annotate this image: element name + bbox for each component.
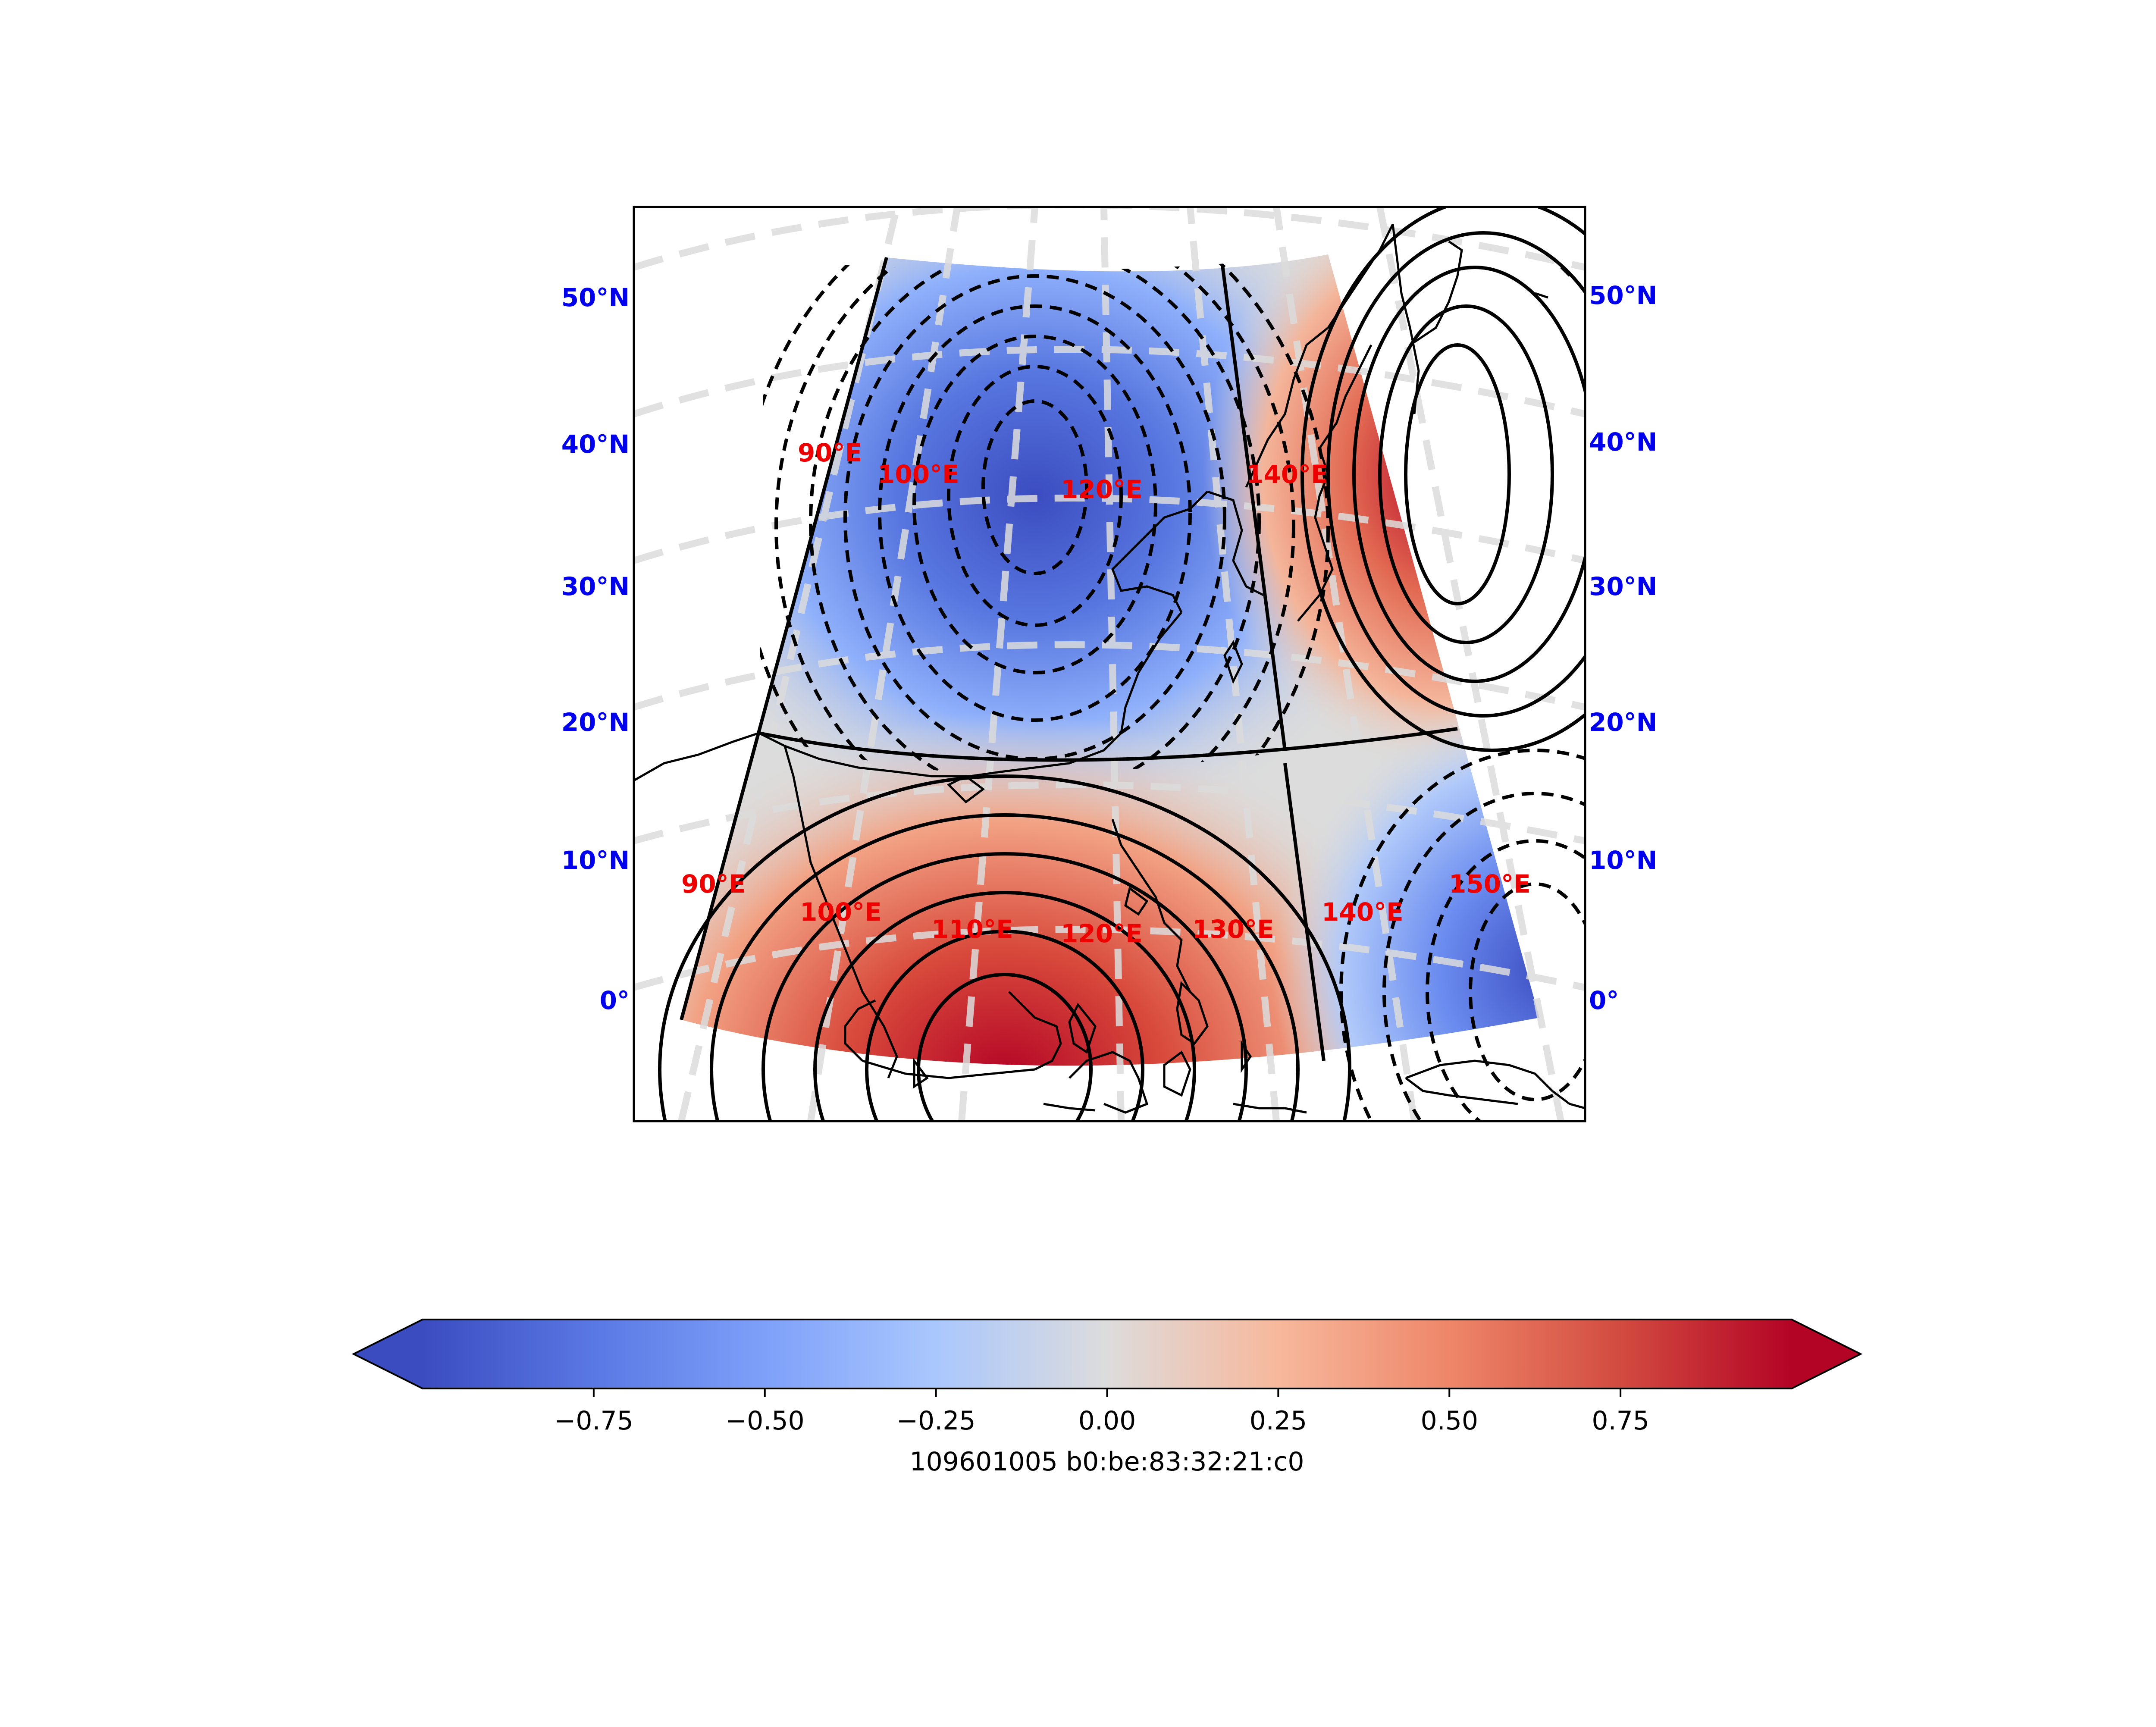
lon-label-upper-140: 140°E — [1246, 460, 1328, 489]
colorbar-tick-label: −0.75 — [554, 1406, 633, 1436]
lon-label-upper-120: 120°E — [1061, 475, 1143, 504]
lat-label-right-50: 50°N — [1589, 281, 1657, 310]
colorbar-tick-label: −0.25 — [896, 1406, 976, 1436]
lon-label-upper-100: 100°E — [877, 460, 959, 489]
contour-lines — [658, 207, 1585, 1121]
map-plot-area — [634, 207, 1585, 1121]
lon-label-lower-100: 100°E — [800, 897, 882, 927]
lat-label-right-40: 40°N — [1589, 427, 1657, 457]
lon-label-lower-140: 140°E — [1322, 897, 1404, 927]
shaded-field — [681, 254, 1539, 1066]
colorbar-outline — [351, 1319, 1863, 1389]
axes-frame — [633, 206, 1586, 1122]
positive-contours-south — [658, 774, 1351, 1121]
lat-label-left-40: 40°N — [561, 429, 630, 459]
zero-contours — [680, 257, 1458, 1061]
lon-label-lower-90: 90°E — [681, 869, 746, 899]
lon-label-lower-120: 120°E — [1061, 919, 1143, 948]
lat-labels-left: 50°N 40°N 30°N 20°N 10°N 0° — [561, 283, 630, 1015]
negative-contours-southeast — [1339, 749, 1585, 1121]
lat-label-left-20: 20°N — [561, 708, 630, 737]
lat-label-right-10: 10°N — [1589, 846, 1657, 875]
colorbar-label: 109601005 b0:be:83:32:21:c0 — [909, 1447, 1304, 1477]
positive-contours-northeast — [1300, 207, 1585, 752]
lat-label-right-30: 30°N — [1589, 572, 1657, 601]
colorbar-gradient — [423, 1320, 1792, 1388]
lon-labels-lower: 90°E 100°E 110°E 120°E 130°E 140°E 150°E — [681, 869, 1531, 948]
colorbar-tick-label: 0.25 — [1250, 1406, 1307, 1436]
lat-label-left-0: 0° — [600, 986, 630, 1015]
colorbar-tick-label: −0.50 — [725, 1406, 805, 1436]
lon-label-lower-150: 150°E — [1449, 869, 1531, 899]
lat-label-right-0: 0° — [1589, 986, 1619, 1015]
lat-labels-right: 50°N 40°N 30°N 20°N 10°N 0° — [1589, 281, 1657, 1015]
lat-label-right-20: 20°N — [1589, 708, 1657, 737]
colorbar: −0.75 −0.50 −0.25 0.00 0.25 0.50 0.75 10960100… — [351, 1319, 1863, 1477]
lat-label-left-50: 50°N — [561, 283, 630, 312]
lat-label-left-10: 10°N — [561, 846, 630, 875]
colorbar-tick-label: 0.75 — [1592, 1406, 1649, 1436]
colorbar-extend-max — [1792, 1320, 1861, 1388]
lon-label-lower-110: 110°E — [931, 915, 1013, 944]
colorbar-ticks: −0.75 −0.50 −0.25 0.00 0.25 0.50 0.75 — [554, 1388, 1649, 1436]
lon-label-lower-130: 130°E — [1192, 915, 1274, 944]
colorbar-tick-label: 0.00 — [1078, 1406, 1136, 1436]
lon-labels-upper: 90°E 100°E 120°E 140°E — [798, 438, 1328, 504]
lat-label-left-30: 30°N — [561, 572, 630, 601]
colorbar-extend-min — [354, 1320, 423, 1388]
colorbar-tick-label: 0.50 — [1420, 1406, 1478, 1436]
lon-label-upper-90: 90°E — [798, 438, 862, 467]
